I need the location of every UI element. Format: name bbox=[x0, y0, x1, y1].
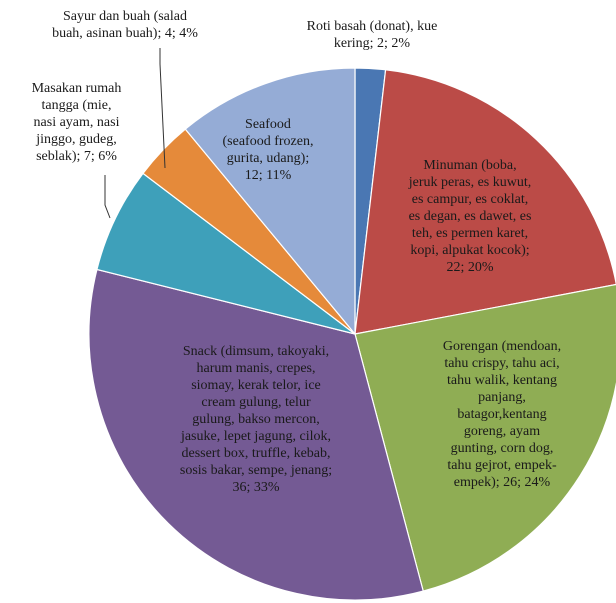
leader-line-masakan bbox=[104, 175, 111, 219]
pie-slice-1 bbox=[354, 69, 616, 335]
data-label-2: Gorengan (mendoan, tahu crispy, tahu aci… bbox=[442, 339, 562, 490]
pie-slice-2 bbox=[354, 283, 616, 592]
leader-line-sayur bbox=[159, 48, 166, 169]
data-label-6: Seafood (seafood frozen, gurita, udang);… bbox=[222, 117, 314, 183]
data-label-4: Masakan rumah tangga (mie, nasi ayam, na… bbox=[31, 81, 122, 164]
pie-slice-3 bbox=[88, 268, 424, 601]
data-label-0: Roti basah (donat), kue kering; 2; 2% bbox=[306, 19, 438, 51]
data-label-1: Minuman (boba, jeruk peras, es kuwut, es… bbox=[408, 158, 532, 275]
data-label-3: Snack (dimsum, takoyaki, harum manis, cr… bbox=[179, 344, 333, 495]
pie-slice-6 bbox=[184, 67, 356, 336]
data-label-5: Sayur dan buah (salad buah, asinan buah)… bbox=[52, 9, 198, 41]
